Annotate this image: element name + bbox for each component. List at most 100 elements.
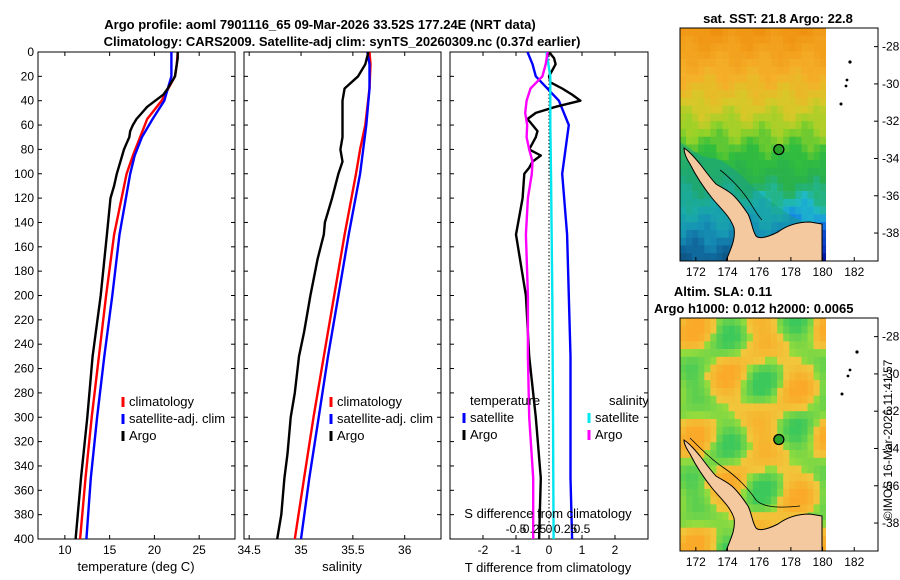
sla-cell bbox=[704, 527, 711, 536]
sst-cell bbox=[704, 113, 711, 122]
sla-cell bbox=[734, 349, 742, 358]
sla-cell bbox=[734, 372, 742, 381]
sst-cell bbox=[789, 121, 796, 130]
sst-cell bbox=[728, 152, 735, 161]
sla-cell bbox=[704, 387, 711, 396]
sst-cell bbox=[765, 59, 772, 68]
sla-cell bbox=[758, 457, 766, 466]
sst-cell bbox=[783, 82, 790, 91]
sla-cell bbox=[771, 418, 778, 428]
sla-cell bbox=[728, 457, 735, 466]
sla-cell bbox=[771, 380, 778, 389]
sst-cell bbox=[704, 82, 711, 91]
sst-cell bbox=[758, 167, 766, 176]
sst-cell bbox=[734, 167, 742, 176]
sla-cell bbox=[686, 349, 693, 358]
sla-cell bbox=[686, 504, 693, 513]
sst-cell bbox=[813, 82, 820, 91]
sst-cell bbox=[795, 175, 802, 184]
sla-cell bbox=[801, 434, 808, 443]
sst-cell bbox=[680, 74, 687, 83]
sla-cell bbox=[819, 333, 827, 342]
sla-cell bbox=[758, 387, 766, 396]
sla-cell bbox=[819, 512, 827, 521]
sst-cell bbox=[692, 90, 699, 99]
sla-cell bbox=[722, 473, 729, 482]
sst-cell bbox=[795, 90, 802, 99]
sst-cell bbox=[686, 28, 693, 37]
sla-cell bbox=[686, 418, 693, 428]
map-y-tick-label: -30 bbox=[882, 77, 900, 91]
sst-cell bbox=[765, 82, 772, 91]
sla-cell bbox=[771, 325, 778, 334]
sla-cell bbox=[746, 481, 754, 490]
sla-cell bbox=[813, 411, 820, 420]
sla-cell bbox=[795, 426, 802, 435]
sla-cell bbox=[807, 504, 814, 513]
sla-cell bbox=[746, 426, 754, 435]
sla-cell bbox=[698, 519, 705, 528]
sst-cell bbox=[716, 136, 723, 145]
sla-cell bbox=[722, 504, 729, 513]
sla-cell bbox=[765, 426, 772, 435]
sla-cell bbox=[686, 372, 693, 381]
sla-cell bbox=[789, 387, 796, 396]
sla-cell bbox=[777, 364, 784, 373]
sst-cell bbox=[807, 43, 814, 52]
map-y-tick-label: -28 bbox=[882, 330, 900, 344]
sla-cell bbox=[740, 418, 748, 428]
sst-map-island bbox=[839, 102, 843, 106]
sla-cell bbox=[740, 411, 748, 420]
sla-cell bbox=[771, 457, 778, 466]
sla-cell bbox=[704, 403, 711, 412]
sst-cell bbox=[710, 82, 717, 91]
sst-cell bbox=[819, 245, 827, 254]
sst-cell bbox=[746, 66, 754, 75]
sst-cell bbox=[680, 121, 687, 130]
sla-cell bbox=[710, 442, 717, 451]
sla-cell bbox=[686, 318, 693, 327]
sla-cell bbox=[740, 372, 748, 381]
sst-cell bbox=[680, 105, 687, 114]
sla-cell bbox=[789, 481, 796, 490]
sla-cell bbox=[716, 535, 723, 544]
sst-cell bbox=[722, 128, 729, 138]
sla-cell bbox=[807, 356, 814, 365]
sla-cell bbox=[686, 473, 693, 482]
sla-cell bbox=[680, 372, 687, 381]
sla-cell bbox=[746, 434, 754, 443]
sla-map-contour bbox=[689, 437, 801, 508]
sla-cell bbox=[710, 519, 717, 528]
sst-cell bbox=[795, 152, 802, 161]
sla-cell bbox=[680, 434, 687, 443]
sst-cell bbox=[795, 35, 802, 44]
sst-cell bbox=[801, 214, 808, 223]
temperature-y-tick-label: 20 bbox=[21, 69, 35, 83]
difference-x-tick-label: -2 bbox=[478, 543, 489, 557]
temperature-frame bbox=[37, 51, 236, 540]
sla-cell bbox=[704, 450, 711, 459]
sla-cell bbox=[807, 434, 814, 443]
sst-cell bbox=[686, 82, 693, 91]
sst-cell bbox=[789, 82, 796, 91]
salinity-legend-label: Argo bbox=[337, 428, 364, 443]
sst-cell bbox=[783, 35, 790, 44]
sst-cell bbox=[777, 160, 784, 169]
sst-cell bbox=[728, 66, 735, 75]
sla-cell bbox=[716, 380, 723, 389]
series-s-argo bbox=[524, 52, 549, 539]
sst-cell bbox=[716, 152, 723, 161]
sla-cell bbox=[765, 519, 772, 528]
sst-cell bbox=[813, 167, 820, 176]
sla-cell bbox=[795, 457, 802, 466]
map-x-tick-label: 182 bbox=[844, 555, 864, 569]
difference-x-tick-label: -1 bbox=[511, 543, 522, 557]
series-t-satellite bbox=[526, 52, 574, 539]
sst-cell bbox=[734, 113, 742, 122]
sla-cell bbox=[777, 356, 784, 365]
sst-cell bbox=[728, 43, 735, 52]
sla-cell bbox=[698, 527, 705, 536]
sst-cell bbox=[807, 152, 814, 161]
sla-cell bbox=[801, 488, 808, 497]
sla-cell bbox=[813, 465, 820, 474]
